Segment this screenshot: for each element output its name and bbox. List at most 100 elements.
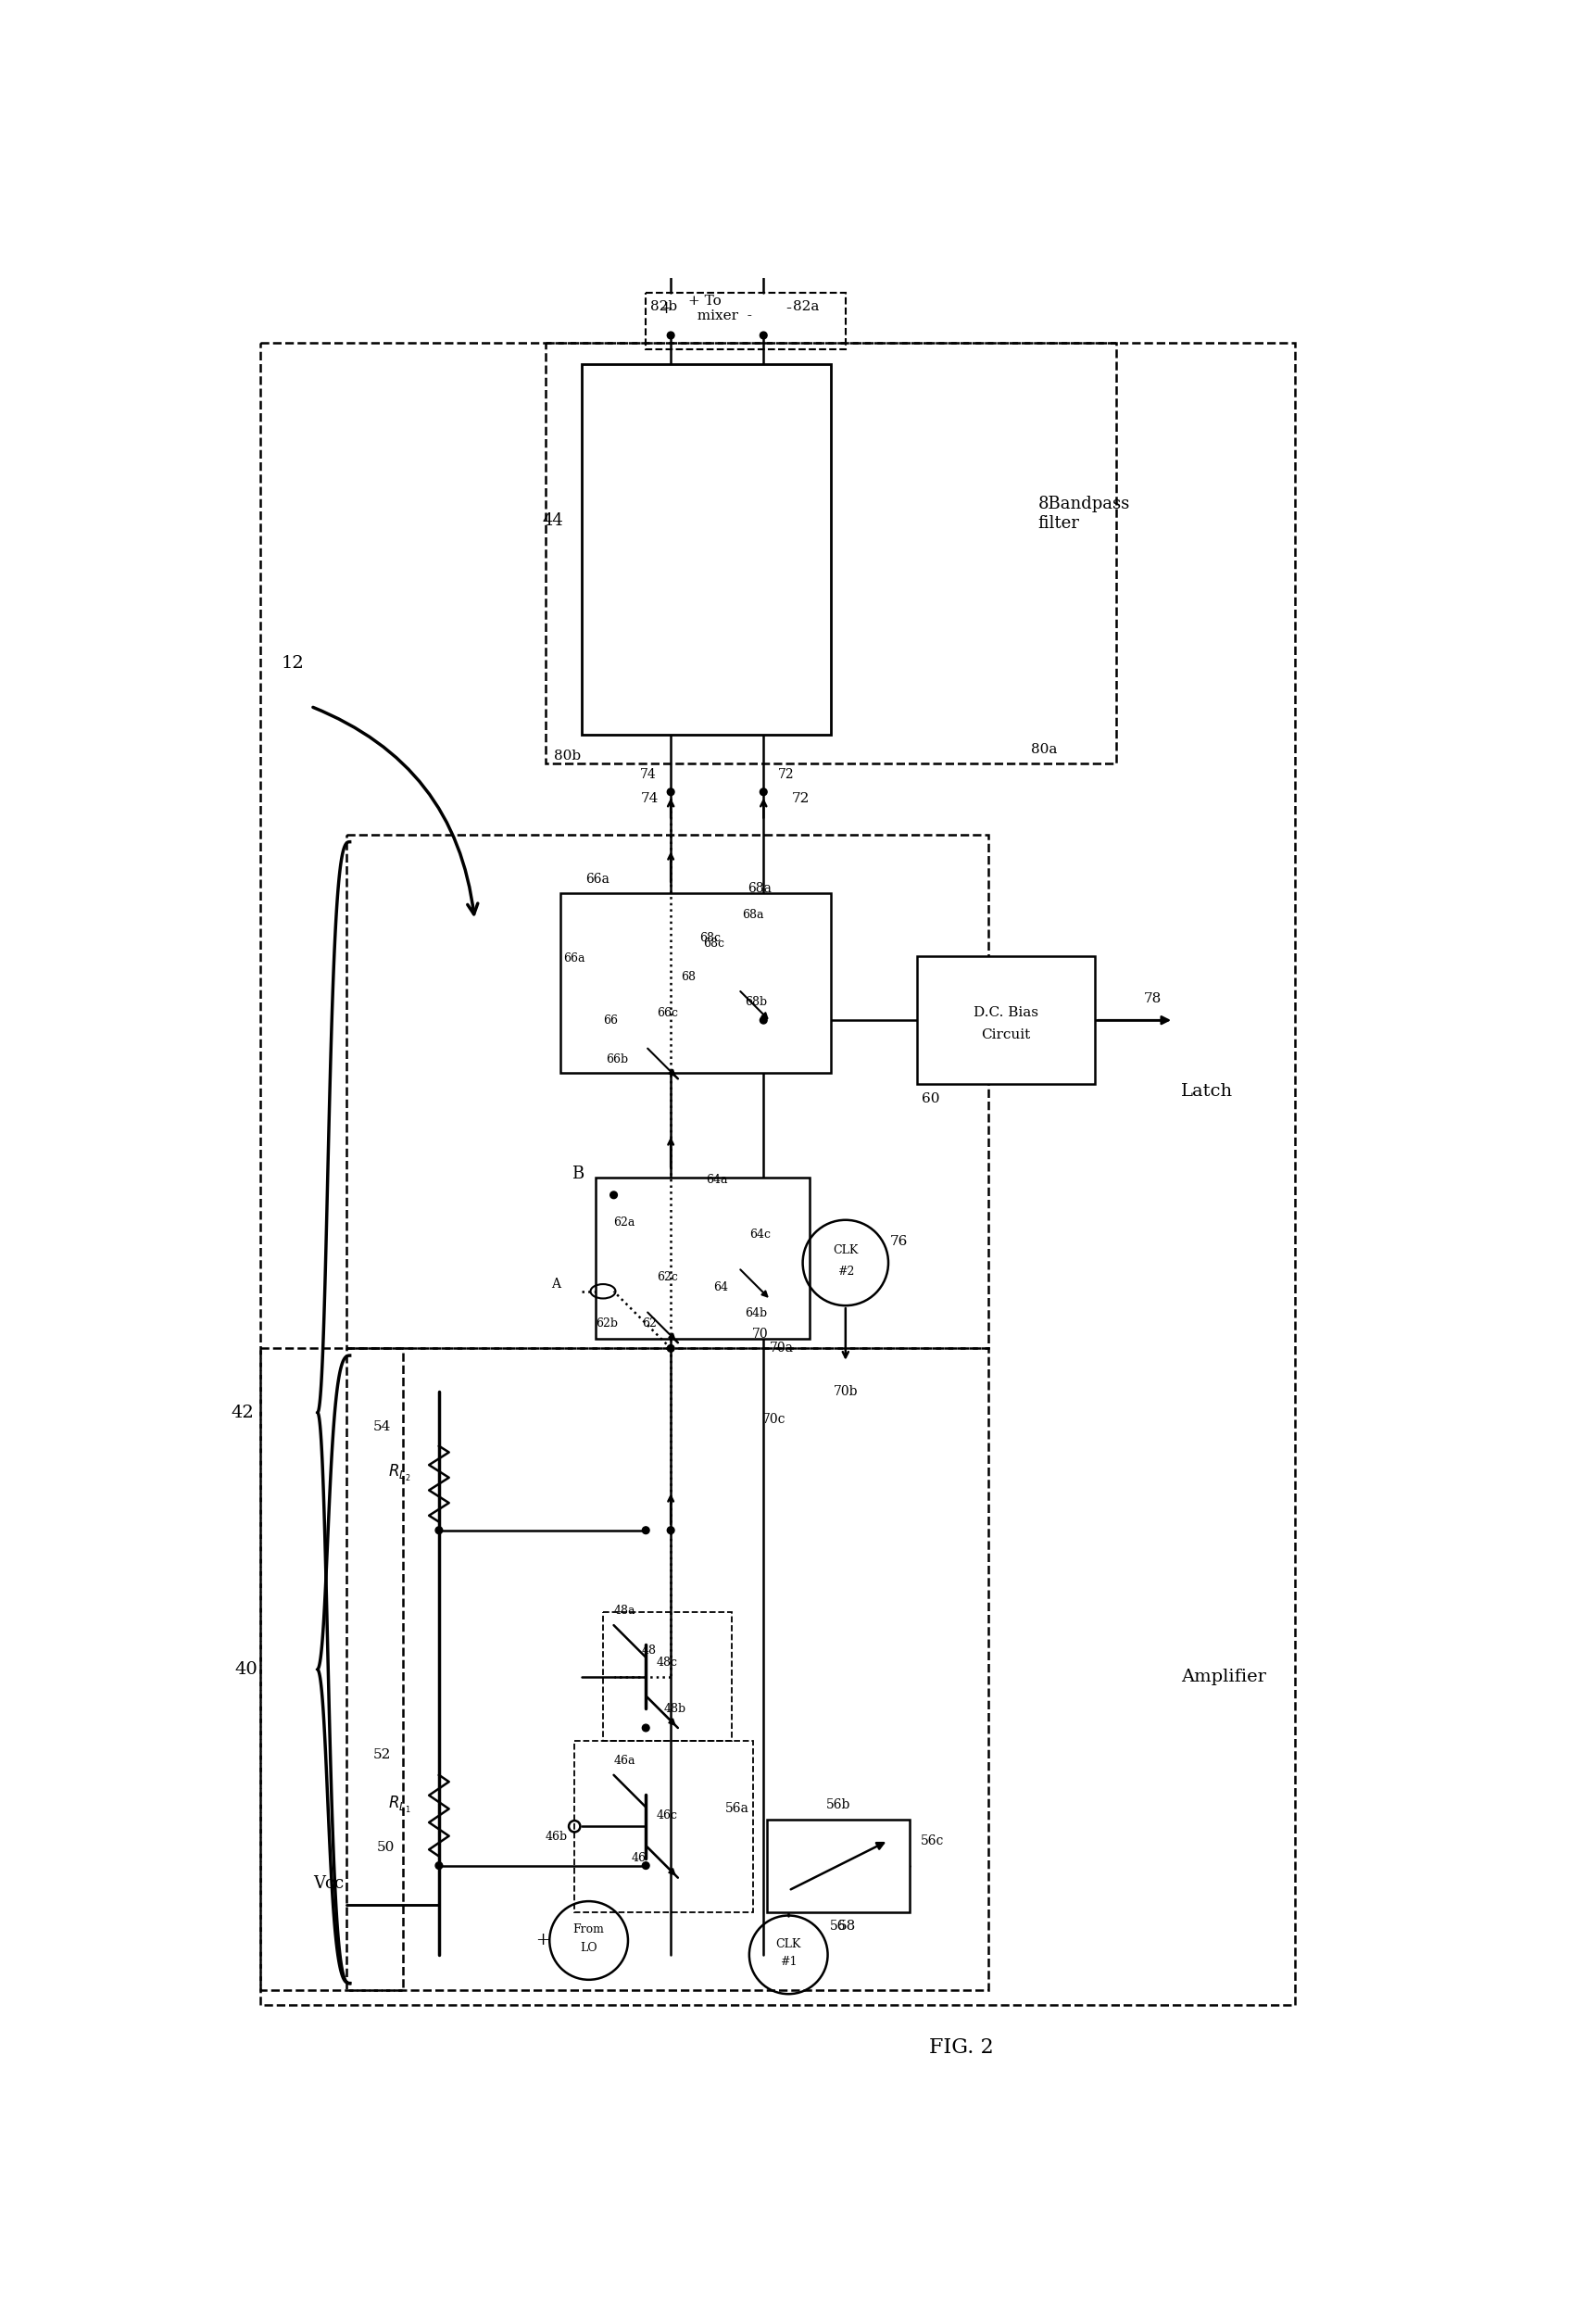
Text: 40: 40: [235, 1660, 257, 1677]
Text: 68a: 68a: [747, 884, 771, 895]
Text: +: +: [535, 1932, 549, 1948]
Text: D.C. Bias: D.C. Bias: [974, 1006, 1037, 1020]
Text: 48b: 48b: [664, 1702, 686, 1714]
Text: 56a: 56a: [725, 1802, 749, 1816]
Text: 70: 70: [752, 1326, 768, 1340]
Text: 68: 68: [681, 972, 696, 983]
Text: 48c: 48c: [656, 1656, 677, 1667]
Text: CLK: CLK: [833, 1243, 857, 1257]
Text: 76: 76: [889, 1236, 908, 1248]
Text: 70a: 70a: [769, 1343, 793, 1354]
Text: 58: 58: [838, 1920, 855, 1932]
Text: Latch: Latch: [1179, 1083, 1232, 1099]
Text: Circuit: Circuit: [982, 1027, 1029, 1041]
Text: 56: 56: [830, 1920, 846, 1932]
FancyArrowPatch shape: [583, 536, 627, 575]
Text: 42: 42: [231, 1405, 254, 1422]
Text: #2: #2: [836, 1266, 854, 1278]
Text: 66: 66: [602, 1016, 618, 1027]
Text: 64a: 64a: [705, 1173, 728, 1185]
Text: 68c: 68c: [699, 932, 720, 944]
Bar: [575, 1742, 752, 1911]
Bar: [645, 292, 844, 350]
Text: 46b: 46b: [546, 1832, 568, 1844]
Text: 46c: 46c: [656, 1809, 677, 1823]
Text: 56c: 56c: [919, 1834, 943, 1848]
Bar: [346, 1347, 988, 1990]
Text: 68b: 68b: [745, 997, 768, 1009]
Bar: [546, 343, 1116, 763]
Text: 72: 72: [777, 768, 793, 782]
Bar: [766, 1818, 910, 1911]
Circle shape: [436, 1862, 442, 1869]
Text: $R_{L_2}$: $R_{L_2}$: [388, 1463, 410, 1484]
Circle shape: [760, 1016, 766, 1023]
Text: From: From: [573, 1925, 605, 1936]
Circle shape: [642, 1526, 650, 1533]
Circle shape: [667, 1526, 674, 1533]
Bar: [346, 835, 988, 1347]
Bar: [260, 1347, 404, 1990]
Text: 48: 48: [642, 1644, 656, 1656]
Text: 68c: 68c: [702, 937, 725, 951]
Circle shape: [667, 1345, 674, 1352]
Text: 70c: 70c: [761, 1412, 785, 1426]
Text: +: +: [659, 299, 672, 318]
Circle shape: [760, 788, 766, 795]
Text: 74: 74: [640, 793, 658, 805]
Text: -: -: [785, 299, 790, 318]
Text: 52: 52: [373, 1749, 391, 1762]
Text: LO: LO: [579, 1941, 597, 1953]
Text: + To
  mixer  -: + To mixer -: [688, 295, 752, 322]
Text: 66a: 66a: [584, 872, 608, 886]
Circle shape: [760, 332, 766, 339]
Text: 48a: 48a: [613, 1605, 635, 1616]
Circle shape: [610, 1192, 618, 1199]
Text: 68a: 68a: [742, 909, 763, 921]
Text: 50: 50: [377, 1841, 394, 1855]
Text: 64b: 64b: [745, 1308, 768, 1320]
Bar: [560, 893, 832, 1074]
Text: 64: 64: [713, 1280, 728, 1294]
Text: 62c: 62c: [656, 1271, 677, 1282]
Text: #1: #1: [779, 1955, 796, 1969]
Text: 78: 78: [1143, 993, 1160, 1006]
Text: 80a: 80a: [1031, 742, 1057, 756]
Text: 8Bandpass
filter: 8Bandpass filter: [1037, 496, 1130, 531]
Text: 82b: 82b: [650, 301, 677, 313]
Circle shape: [667, 788, 674, 795]
Text: 56b: 56b: [825, 1800, 851, 1811]
Bar: [581, 364, 832, 735]
Circle shape: [436, 1526, 442, 1533]
Text: FIG. 2: FIG. 2: [929, 2038, 993, 2057]
Text: 66c: 66c: [656, 1006, 677, 1018]
Text: 70b: 70b: [833, 1384, 857, 1398]
Bar: [603, 1612, 731, 1742]
Text: 72: 72: [792, 793, 809, 805]
Text: CLK: CLK: [776, 1939, 801, 1950]
Bar: [260, 343, 1294, 2004]
Text: 54: 54: [373, 1419, 391, 1433]
Text: 62: 62: [642, 1317, 656, 1329]
Text: 46a: 46a: [613, 1755, 635, 1767]
Text: Amplifier: Amplifier: [1179, 1667, 1266, 1686]
Text: $R_{L_1}$: $R_{L_1}$: [388, 1795, 410, 1816]
Text: Vcc: Vcc: [313, 1876, 343, 1892]
Circle shape: [642, 1862, 650, 1869]
Text: 64c: 64c: [749, 1229, 771, 1241]
Text: A: A: [551, 1278, 560, 1292]
Text: 44: 44: [543, 512, 563, 529]
Text: 82a: 82a: [793, 301, 819, 313]
Text: B: B: [571, 1164, 584, 1183]
Text: 66b: 66b: [605, 1053, 627, 1064]
Text: 80b: 80b: [554, 749, 581, 763]
Circle shape: [642, 1725, 650, 1732]
Text: 60: 60: [921, 1092, 940, 1106]
Bar: [595, 1178, 809, 1338]
Text: 66a: 66a: [563, 953, 586, 965]
Text: 46: 46: [630, 1853, 646, 1864]
Bar: [916, 955, 1095, 1085]
Text: 12: 12: [281, 656, 305, 673]
Text: 62b: 62b: [595, 1317, 618, 1329]
Text: 74: 74: [640, 768, 656, 782]
